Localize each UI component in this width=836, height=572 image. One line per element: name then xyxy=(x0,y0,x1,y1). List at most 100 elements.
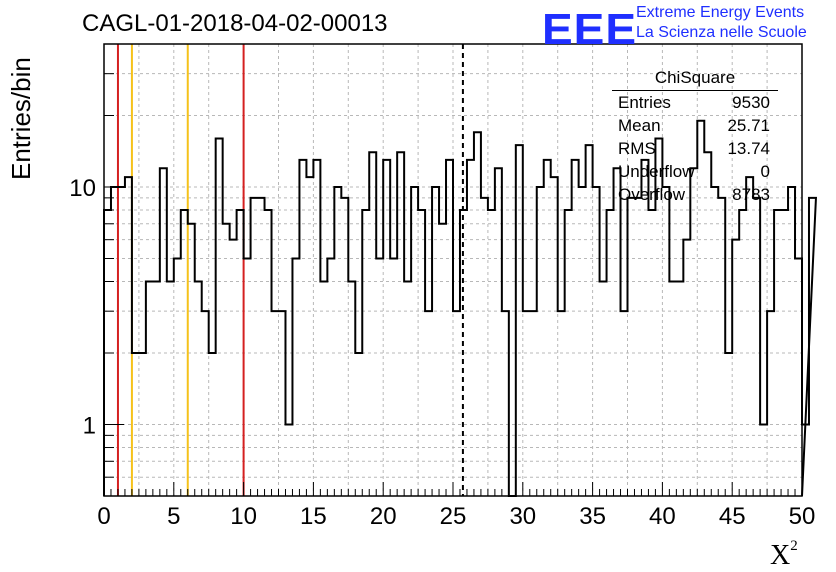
x-tick-label: 0 xyxy=(97,503,110,530)
histogram-bin xyxy=(474,132,481,496)
histogram-bin xyxy=(181,210,188,496)
histogram-bin xyxy=(683,240,690,496)
histogram-bin xyxy=(572,160,579,496)
histogram-bin xyxy=(355,353,362,496)
histogram-bin xyxy=(313,160,320,496)
histogram-bin xyxy=(418,210,425,496)
stats-row-entries: Entries 9530 xyxy=(612,91,778,114)
stats-label: Mean xyxy=(618,116,661,135)
histogram-bin xyxy=(725,353,732,496)
y-axis-label: Entries/bin xyxy=(6,57,36,180)
histogram-bin xyxy=(662,187,669,496)
histogram-bin xyxy=(111,187,118,496)
histogram-bin xyxy=(586,145,593,496)
histogram-bin xyxy=(125,177,132,496)
histogram-bin xyxy=(634,198,641,496)
histogram-bin xyxy=(781,210,788,496)
histogram-bin xyxy=(383,160,390,496)
stats-label: RMS xyxy=(618,139,656,158)
x-tick-label: 35 xyxy=(579,503,606,530)
histogram-bin xyxy=(565,210,572,496)
x-tick-label: 50 xyxy=(789,503,816,530)
x-axis-label-symbol: X xyxy=(770,540,791,571)
histogram-bin xyxy=(306,177,313,496)
histogram-bin xyxy=(139,353,146,496)
histogram-bin xyxy=(279,311,286,496)
histogram-bin xyxy=(195,282,202,496)
stats-value: 13.74 xyxy=(727,139,770,158)
logo-subtitle-1: Extreme Energy Events xyxy=(636,4,805,21)
histogram-bin xyxy=(621,311,628,496)
histogram-bin xyxy=(648,210,655,496)
histogram-bin xyxy=(160,168,167,496)
histogram-bin xyxy=(439,224,446,496)
histogram-bin xyxy=(397,152,404,496)
stats-value: 9530 xyxy=(732,93,770,112)
chart-title: CAGL-01-2018-04-02-00013 xyxy=(82,10,388,37)
x-tick-label: 15 xyxy=(300,503,327,530)
histogram-bin xyxy=(516,145,523,496)
histogram-bin xyxy=(600,282,607,496)
histogram-bin xyxy=(265,210,272,496)
histogram-bin xyxy=(558,311,565,496)
histogram-bin xyxy=(411,187,418,496)
stats-label: Overflow xyxy=(618,185,686,204)
stats-row-overflow: Overflow 8783 xyxy=(612,183,778,206)
histogram-bin xyxy=(460,210,467,496)
histogram-bin xyxy=(690,168,697,496)
histogram-bin xyxy=(376,258,383,496)
histogram-bin xyxy=(767,311,774,496)
histogram-bin xyxy=(676,282,683,496)
histogram-bin xyxy=(628,198,635,496)
histogram-bin xyxy=(593,187,600,496)
histogram-bin xyxy=(425,311,432,496)
stats-value: 8783 xyxy=(732,185,770,204)
histogram-bin xyxy=(641,160,648,496)
histogram-bin xyxy=(258,198,265,496)
histogram-bin xyxy=(530,311,537,496)
histogram-bin xyxy=(607,210,614,496)
histogram-bin xyxy=(167,282,174,496)
stats-row-mean: Mean 25.71 xyxy=(612,114,778,137)
x-tick-label: 20 xyxy=(370,503,397,530)
histogram-bin xyxy=(272,311,279,496)
y-tick-label: 1 xyxy=(83,413,96,440)
histogram-bin xyxy=(523,311,530,496)
histogram-bin xyxy=(809,198,816,496)
histogram-bin xyxy=(544,160,551,496)
histogram-bin xyxy=(237,210,244,496)
histogram-bin xyxy=(739,210,746,496)
histogram-bin xyxy=(348,282,355,496)
histogram-bin xyxy=(774,210,781,496)
eee-logo: EEE xyxy=(542,4,638,54)
histogram-bin xyxy=(202,311,209,496)
stats-label: Entries xyxy=(618,93,671,112)
stats-value: 0 xyxy=(760,162,770,181)
histogram-bin xyxy=(292,258,299,496)
histogram-bin xyxy=(153,282,160,496)
histogram-bin xyxy=(320,282,327,496)
histogram-bin xyxy=(369,152,376,496)
histogram-bin xyxy=(118,187,125,496)
histogram-bin xyxy=(223,224,230,496)
histogram-bin xyxy=(285,425,292,496)
histogram-bin xyxy=(390,258,397,496)
histogram-bin xyxy=(132,353,139,496)
x-tick-label: 40 xyxy=(649,503,676,530)
histogram-bin xyxy=(244,258,251,496)
histogram-bin xyxy=(669,282,676,496)
histogram-bin xyxy=(711,187,718,496)
histogram-bin xyxy=(488,210,495,496)
histogram-bin xyxy=(481,198,488,496)
histogram-bin xyxy=(299,160,306,496)
stats-row-underflow: Underflow 0 xyxy=(612,160,778,183)
histogram-bin xyxy=(334,187,341,496)
histogram-bin xyxy=(467,160,474,496)
histogram-bin xyxy=(788,187,795,496)
histogram-bin xyxy=(718,198,725,496)
histogram-bin xyxy=(551,177,558,496)
histogram-bin xyxy=(327,258,334,496)
histogram-bin xyxy=(453,311,460,496)
histogram-bin xyxy=(579,187,586,496)
